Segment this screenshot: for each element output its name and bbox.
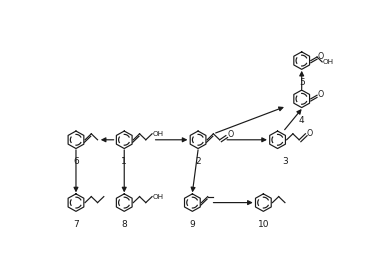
Text: 1: 1: [122, 157, 127, 166]
Text: 9: 9: [189, 219, 195, 228]
Text: O: O: [227, 130, 234, 139]
Text: O: O: [307, 129, 313, 138]
Text: OH: OH: [153, 194, 164, 200]
Text: 7: 7: [73, 219, 79, 228]
Text: 5: 5: [299, 77, 305, 86]
Text: 8: 8: [122, 219, 127, 228]
Text: 10: 10: [258, 219, 269, 228]
Text: 6: 6: [73, 157, 79, 166]
Text: OH: OH: [322, 59, 334, 65]
Text: OH: OH: [153, 131, 164, 137]
Text: 3: 3: [282, 157, 288, 166]
Text: 2: 2: [195, 157, 201, 166]
Text: O: O: [318, 52, 324, 61]
Text: O: O: [318, 90, 324, 99]
Text: 4: 4: [299, 116, 305, 125]
